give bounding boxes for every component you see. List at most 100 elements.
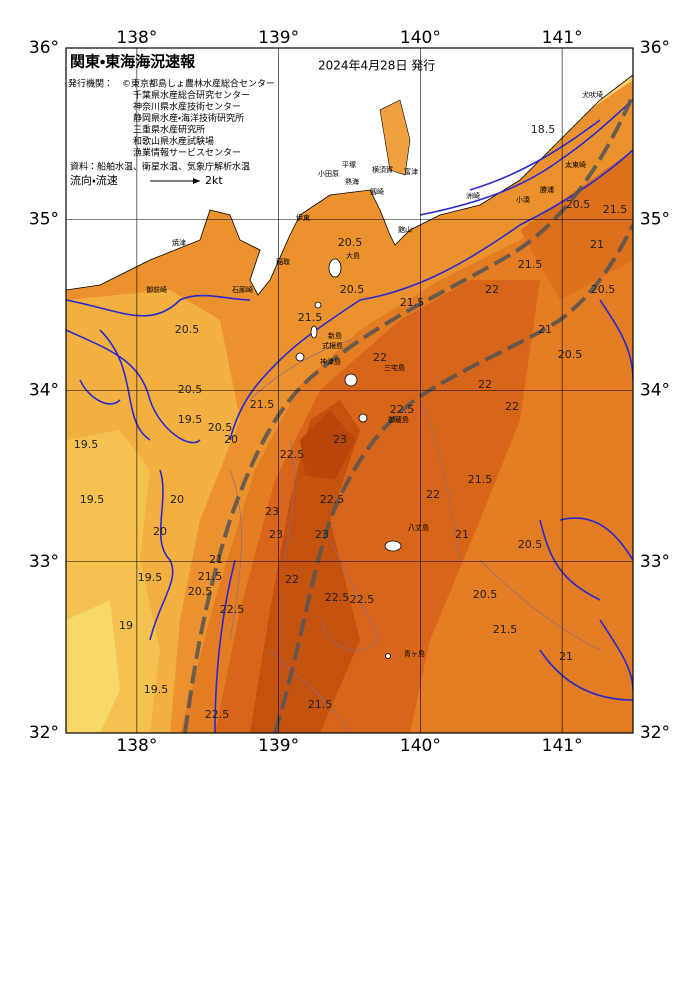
place-name: 勝浦 bbox=[540, 185, 554, 194]
place-name: 神津島 bbox=[320, 357, 341, 366]
lat-tick-label: 32° bbox=[29, 723, 59, 743]
place-name: 大島 bbox=[346, 251, 360, 260]
lon-tick-label: 140° bbox=[400, 736, 441, 756]
isotherm-label: 21.5 bbox=[308, 698, 333, 711]
place-name: 焼津 bbox=[172, 238, 186, 247]
isotherm-label: 22.5 bbox=[280, 448, 305, 461]
issue-date: 2024年4月28日 発行 bbox=[318, 59, 435, 73]
lon-tick-label: 138° bbox=[116, 736, 157, 756]
isotherm-label: 22.5 bbox=[350, 593, 375, 606]
place-name: 剱崎 bbox=[370, 187, 384, 196]
lon-tick-label: 141° bbox=[542, 736, 583, 756]
lat-tick-label: 34° bbox=[29, 381, 59, 401]
isotherm-label: 21.5 bbox=[298, 311, 323, 324]
island bbox=[358, 413, 368, 423]
place-name: 石廊崎 bbox=[232, 285, 253, 294]
issuer: 和歌山県水産試験場 bbox=[133, 135, 214, 147]
lon-tick-label: 140° bbox=[400, 28, 441, 48]
lat-tick-label: 36° bbox=[29, 38, 59, 58]
place-name: 富津 bbox=[404, 167, 418, 176]
isotherm-label: 22 bbox=[373, 351, 387, 364]
kuroshio-axis bbox=[273, 224, 633, 733]
isotherm-label: 23 bbox=[333, 433, 347, 446]
islands bbox=[295, 258, 402, 659]
place-name: 御蔵島 bbox=[388, 415, 409, 424]
isotherm bbox=[66, 99, 633, 733]
island bbox=[310, 325, 318, 339]
flow-arrowhead bbox=[193, 178, 200, 184]
lon-tick-label: 139° bbox=[258, 736, 299, 756]
isotherm-label: 19.5 bbox=[74, 438, 99, 451]
warm-water bbox=[520, 150, 633, 300]
isotherm-label: 20.5 bbox=[591, 283, 616, 296]
place-name: 新島 bbox=[328, 331, 342, 340]
isotherm-label: 19.5 bbox=[178, 413, 203, 426]
lat-tick-label: 33° bbox=[29, 552, 59, 572]
place-name: 八丈島 bbox=[408, 523, 429, 532]
lat-tick-label: 34° bbox=[640, 381, 670, 401]
isotherm-label: 20.5 bbox=[208, 421, 233, 434]
isotherm-label: 22 bbox=[478, 378, 492, 391]
isotherm-label: 21.5 bbox=[468, 473, 493, 486]
isotherm-label: 21 bbox=[590, 238, 604, 251]
isotherm-label: 20.5 bbox=[188, 585, 213, 598]
isotherm-label: 23 bbox=[315, 528, 329, 541]
place-name: 犬吠埼 bbox=[582, 90, 603, 99]
lon-tick-label: 138° bbox=[116, 28, 157, 48]
issuer: 千葉県水産総合研究センター bbox=[133, 89, 250, 101]
isotherm-label: 18.5 bbox=[531, 123, 556, 136]
isotherm-label: 21 bbox=[559, 650, 573, 663]
isotherm-label: 21.5 bbox=[518, 258, 543, 271]
isotherm-label: 19.5 bbox=[138, 571, 163, 584]
source: 資料：船舶水温、衛星水温、気象庁解析水温 bbox=[70, 161, 250, 173]
isotherm-label: 19.5 bbox=[144, 683, 169, 696]
place-name: 三宅島 bbox=[384, 363, 405, 372]
isotherm-label: 22 bbox=[285, 573, 299, 586]
kuroshio-core bbox=[300, 410, 355, 480]
place-name: 平塚 bbox=[342, 160, 356, 169]
lon-tick-label: 141° bbox=[542, 28, 583, 48]
isotherm-label: 22.5 bbox=[205, 708, 230, 721]
isotherm-label: 21 bbox=[209, 553, 223, 566]
legend-block: 関東・東海海況速報 2024年4月28日 発行 発行機関： 資料：船舶水温、衛星… bbox=[68, 53, 435, 188]
flow-label: 流向・流速 bbox=[70, 173, 118, 187]
isotherm-label: 21 bbox=[538, 323, 552, 336]
place-name: 館山 bbox=[398, 225, 412, 234]
kuroshio-core bbox=[250, 400, 360, 733]
place-name: 小湊 bbox=[516, 195, 530, 204]
issuer: 静岡県水産・海洋技術研究所 bbox=[133, 112, 244, 124]
lat-tick-label: 33° bbox=[640, 552, 670, 572]
isotherm-label: 22 bbox=[426, 488, 440, 501]
isotherm-label: 20.5 bbox=[518, 538, 543, 551]
isotherm-label: 22 bbox=[505, 400, 519, 413]
flow-scale: 2kt bbox=[205, 174, 223, 187]
map-title: 関東・東海海況速報 bbox=[70, 53, 196, 71]
place-name: 横須賀 bbox=[372, 165, 393, 174]
island bbox=[328, 258, 342, 278]
map-frame bbox=[65, 47, 634, 734]
island bbox=[384, 540, 402, 552]
place-name: 洲崎 bbox=[466, 191, 480, 200]
isotherm-label: 21.5 bbox=[603, 203, 628, 216]
isotherm-label: 21.5 bbox=[400, 296, 425, 309]
place-name: 式根島 bbox=[322, 341, 343, 350]
cool-water bbox=[66, 600, 120, 733]
island bbox=[295, 352, 305, 362]
isotherm-label: 22 bbox=[485, 283, 499, 296]
lat-tick-label: 36° bbox=[640, 38, 670, 58]
isotherm-label: 21.5 bbox=[250, 398, 275, 411]
isotherm-label: 20.5 bbox=[178, 383, 203, 396]
kuroshio-axis bbox=[183, 94, 633, 733]
place-name: 青ヶ島 bbox=[404, 649, 425, 658]
place-name: 熱海 bbox=[345, 177, 359, 186]
isotherm-label: 20.5 bbox=[340, 283, 365, 296]
isotherm-label: 20.5 bbox=[473, 588, 498, 601]
graticule bbox=[66, 48, 633, 733]
place-name: 太東崎 bbox=[565, 160, 586, 169]
issuer: 神奈川県水産技術センター bbox=[133, 101, 241, 113]
island bbox=[385, 653, 391, 659]
place-name: 御前崎 bbox=[146, 285, 167, 294]
